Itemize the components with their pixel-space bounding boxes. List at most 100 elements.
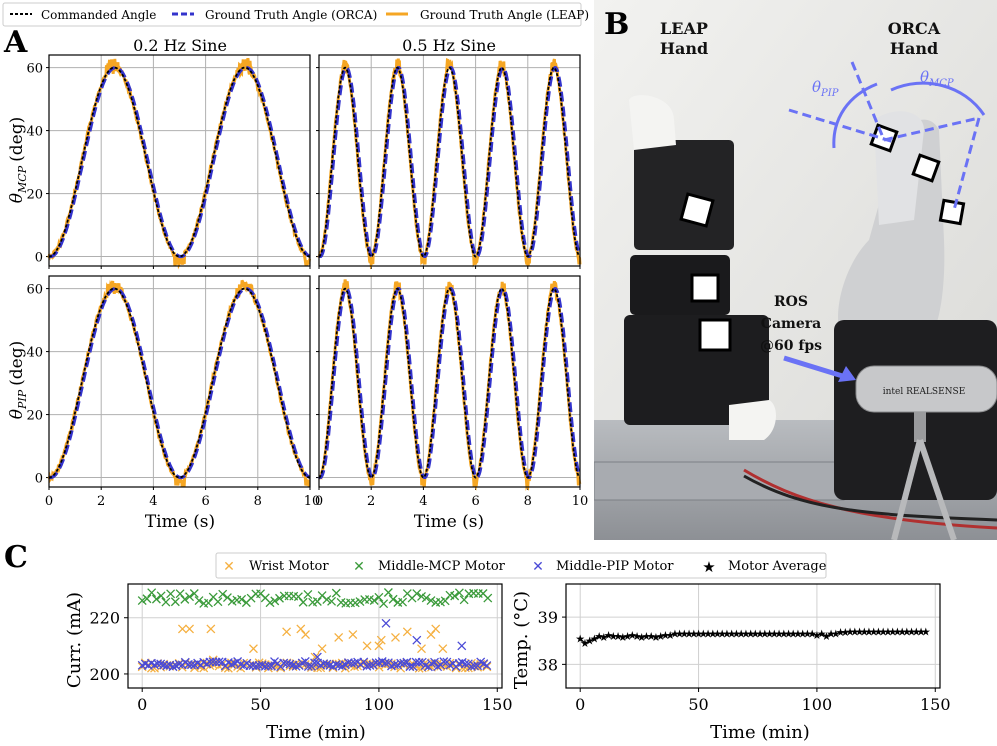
point-middle-pip bbox=[303, 662, 313, 672]
point-wrist bbox=[438, 644, 448, 654]
temperature-line bbox=[579, 630, 926, 644]
point-middle-mcp bbox=[298, 597, 308, 607]
xlabel-current: Time (min) bbox=[266, 722, 366, 743]
legend-wrist-marker: ✕ bbox=[223, 559, 235, 575]
point-motor-average: ★ bbox=[741, 628, 751, 641]
point-motor-average: ★ bbox=[717, 628, 727, 641]
x-tick-label: 0 bbox=[575, 695, 585, 714]
point-wrist bbox=[206, 624, 216, 634]
pip-finger-line bbox=[850, 61, 886, 141]
point-middle-mcp bbox=[369, 596, 379, 605]
point-motor-average: ★ bbox=[897, 625, 907, 638]
orca-label-line1: ORCA bbox=[888, 19, 941, 38]
leap-finger bbox=[634, 140, 734, 250]
point-motor-average: ★ bbox=[694, 628, 704, 641]
point-middle-pip bbox=[300, 657, 310, 666]
y-tick-label: 200 bbox=[89, 665, 120, 684]
y-tick-label: 40 bbox=[26, 125, 43, 140]
xlabel-time-left: Time (s) bbox=[145, 512, 215, 532]
ylabel-pip: θPIP (deg) bbox=[7, 341, 29, 420]
point-motor-average: ★ bbox=[892, 625, 902, 638]
point-middle-pip bbox=[359, 657, 369, 667]
leap-label-line2: Hand bbox=[660, 39, 708, 58]
point-middle-pip bbox=[266, 661, 276, 671]
x-tick-label: 2 bbox=[367, 494, 375, 509]
point-middle-mcp bbox=[147, 588, 157, 598]
point-motor-average: ★ bbox=[656, 630, 666, 643]
leap-label-line1: LEAP bbox=[660, 19, 708, 38]
tripod-leg-right bbox=[917, 439, 957, 540]
x-tick-label: 50 bbox=[250, 695, 270, 714]
aruco-marker-2 bbox=[690, 273, 720, 303]
panel-letter-a: A bbox=[3, 25, 28, 60]
point-motor-average: ★ bbox=[755, 628, 765, 641]
point-motor-average: ★ bbox=[698, 628, 708, 641]
col-title-0.2hz: 0.2 Hz Sine bbox=[133, 36, 227, 55]
aluminum-rail bbox=[594, 461, 845, 501]
axes-mcp-0.2hz: 0 20 40 60 bbox=[26, 54, 312, 270]
point-wrist bbox=[317, 644, 327, 654]
point-motor-average: ★ bbox=[608, 630, 618, 643]
series-commanded-line bbox=[318, 66, 581, 258]
series-leap-line bbox=[47, 279, 311, 487]
aruco-marker-1 bbox=[679, 192, 715, 228]
svg-text:θPIP(deg): θPIP (deg) bbox=[7, 341, 29, 420]
point-motor-average: ★ bbox=[831, 628, 841, 641]
y-tick-label: 220 bbox=[89, 609, 120, 628]
point-wrist bbox=[417, 644, 426, 654]
point-middle-mcp bbox=[185, 592, 195, 602]
point-motor-average: ★ bbox=[812, 629, 822, 642]
point-motor-average: ★ bbox=[660, 629, 670, 642]
point-middle-mcp bbox=[194, 596, 204, 606]
point-motor-average: ★ bbox=[798, 628, 808, 641]
legend-mcp-label: Middle-MCP Motor bbox=[378, 559, 506, 574]
point-motor-average: ★ bbox=[637, 631, 647, 644]
theta-pip-label: θPIP bbox=[812, 78, 839, 99]
legend-orca-label: Ground Truth Angle (ORCA) bbox=[205, 8, 377, 22]
x-tick-label: 10 bbox=[572, 494, 589, 509]
ylabel-current: Curr. (mA) bbox=[64, 592, 85, 688]
point-middle-mcp bbox=[459, 595, 469, 605]
axes-pip-0.2hz: 0 20 40 60 0 2 4 6 8 10 bbox=[26, 275, 320, 509]
camera-label-line1: ROS bbox=[774, 294, 808, 310]
point-middle-pip bbox=[285, 659, 295, 669]
legend-wrist-label: Wrist Motor bbox=[249, 559, 329, 574]
point-middle-mcp bbox=[417, 591, 426, 601]
point-motor-average: ★ bbox=[878, 625, 888, 638]
point-motor-average: ★ bbox=[821, 630, 831, 643]
x-tick-label: 8 bbox=[254, 494, 262, 509]
x-tick-label: 100 bbox=[364, 695, 395, 714]
point-motor-average: ★ bbox=[840, 626, 850, 639]
point-middle-mcp bbox=[483, 593, 493, 603]
point-motor-average: ★ bbox=[826, 628, 836, 641]
theta-pip-symbol: θ bbox=[812, 78, 821, 96]
ylabel-current-text: Curr. (mA) bbox=[64, 592, 85, 688]
point-wrist bbox=[431, 624, 441, 634]
realsense-camera: intel REALSENSE bbox=[855, 365, 997, 540]
xlabel-temp: Time (min) bbox=[710, 722, 810, 743]
theta-mcp-sub: MCP bbox=[928, 78, 954, 89]
point-motor-average: ★ bbox=[855, 625, 865, 638]
panel-c-legend-box bbox=[215, 552, 827, 579]
point-wrist bbox=[374, 641, 384, 651]
axes-frame bbox=[48, 54, 311, 267]
point-motor-average: ★ bbox=[859, 625, 869, 638]
point-middle-mcp bbox=[383, 588, 393, 597]
mcp-axis-line bbox=[883, 116, 980, 142]
point-middle-mcp bbox=[170, 597, 180, 607]
leap-fingertip bbox=[629, 95, 676, 150]
point-motor-average: ★ bbox=[864, 625, 874, 638]
panel-letter-b: B bbox=[604, 7, 629, 42]
camera-arrow-head bbox=[838, 366, 856, 382]
legend-pip-label: Middle-PIP Motor bbox=[556, 559, 674, 574]
point-middle-mcp bbox=[327, 596, 337, 606]
point-middle-pip bbox=[408, 662, 418, 671]
point-motor-average: ★ bbox=[703, 628, 713, 641]
axes-current: 0 50 100 150 200 220 bbox=[89, 583, 513, 714]
series-leap-line bbox=[47, 58, 312, 270]
point-motor-average: ★ bbox=[713, 628, 723, 641]
leap-hand-illustration bbox=[624, 95, 776, 440]
x-tick-label: 4 bbox=[149, 494, 157, 509]
camera-body bbox=[855, 365, 997, 413]
point-motor-average: ★ bbox=[736, 628, 746, 641]
